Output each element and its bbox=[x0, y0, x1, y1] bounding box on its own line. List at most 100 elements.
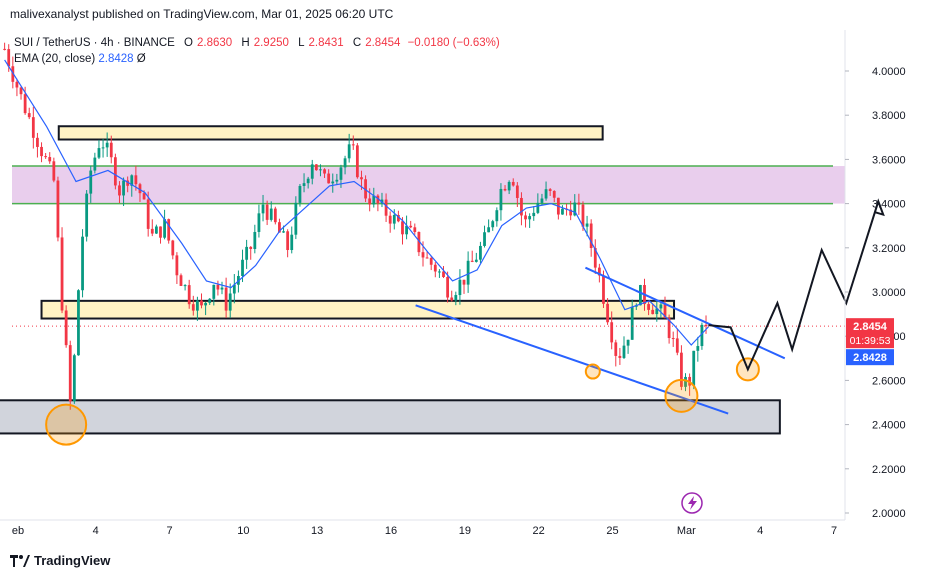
x-tick-label: 16 bbox=[385, 525, 397, 537]
candle-body bbox=[216, 284, 220, 290]
candle-body bbox=[466, 260, 470, 285]
x-tick-label: Mar bbox=[677, 525, 696, 537]
candle-body bbox=[339, 167, 343, 180]
candle-body bbox=[101, 147, 105, 149]
channel-lower-line bbox=[415, 304, 729, 415]
candle-body bbox=[122, 180, 125, 196]
close-value: 2.8454 bbox=[365, 37, 401, 49]
highlight-circle bbox=[584, 363, 601, 380]
candle-body bbox=[138, 184, 142, 194]
high-label: H bbox=[241, 37, 250, 49]
y-tick-label: 4.0000 bbox=[872, 66, 906, 78]
candle-body bbox=[27, 113, 31, 118]
candle-body bbox=[208, 298, 212, 303]
candle-body bbox=[671, 338, 675, 340]
support-box bbox=[0, 399, 781, 435]
candle-body bbox=[483, 232, 486, 246]
candle-body bbox=[323, 169, 326, 174]
candle-body bbox=[532, 212, 536, 217]
candle-body bbox=[474, 259, 478, 262]
candle-body bbox=[204, 302, 207, 306]
candle-body bbox=[405, 225, 408, 235]
candle-body bbox=[163, 219, 166, 238]
x-tick-label: 7 bbox=[166, 525, 172, 537]
candle-body bbox=[515, 185, 519, 198]
symbol-label[interactable]: SUI / TetherUS · 4h · BINANCE bbox=[14, 37, 175, 49]
candle-body bbox=[36, 137, 39, 147]
candle-body bbox=[278, 222, 281, 233]
candle-body bbox=[183, 285, 187, 287]
ema-extra: Ø bbox=[136, 53, 146, 65]
change-value: −0.0180 (−0.63%) bbox=[407, 37, 500, 49]
countdown-tag: 01:39:53 bbox=[850, 335, 891, 347]
y-tick-label: 3.2000 bbox=[872, 243, 906, 255]
candle-body bbox=[3, 48, 7, 50]
candle-body bbox=[552, 190, 556, 198]
candle-body bbox=[93, 157, 97, 171]
candle-body bbox=[659, 304, 663, 309]
candle-body bbox=[470, 260, 474, 262]
candle-body bbox=[179, 275, 183, 286]
candle-body bbox=[52, 161, 56, 181]
ema-layer bbox=[4, 59, 709, 346]
candle-body bbox=[684, 376, 687, 387]
candle-body bbox=[520, 197, 523, 216]
candle-body bbox=[569, 209, 573, 216]
ema-label[interactable]: EMA (20, close) bbox=[14, 53, 96, 65]
x-tick-label: eb bbox=[12, 525, 24, 537]
candle-body bbox=[72, 355, 76, 402]
candle-body bbox=[577, 202, 581, 205]
candle-body bbox=[602, 275, 605, 304]
candle-body bbox=[680, 352, 683, 387]
candle-body bbox=[487, 227, 491, 233]
candle-body bbox=[257, 213, 261, 232]
candle-body bbox=[126, 180, 130, 186]
candle-body bbox=[376, 195, 380, 204]
candle-body bbox=[159, 226, 162, 238]
candle-body bbox=[241, 259, 244, 276]
candle-body bbox=[314, 164, 318, 171]
candle-body bbox=[60, 237, 64, 311]
y-tick-label: 3.8000 bbox=[872, 110, 906, 122]
candle-body bbox=[675, 338, 679, 353]
tradingview-footer[interactable]: TradingView bbox=[10, 553, 110, 568]
candle-body bbox=[273, 208, 277, 223]
y-tick-label: 3.4000 bbox=[872, 199, 906, 211]
candle-body bbox=[109, 142, 113, 158]
candle-body bbox=[7, 49, 11, 67]
candle-body bbox=[544, 189, 548, 199]
resistance-zone bbox=[12, 166, 845, 204]
candle-body bbox=[228, 293, 232, 311]
ema-price-tag: 2.8428 bbox=[853, 352, 887, 364]
candle-body bbox=[327, 173, 331, 184]
candle-body bbox=[597, 267, 601, 276]
candle-body bbox=[667, 318, 671, 339]
candle-body bbox=[401, 221, 404, 235]
candle-body bbox=[118, 185, 121, 196]
x-tick-label: 13 bbox=[311, 525, 323, 537]
x-tick-label: 10 bbox=[237, 525, 249, 537]
candle-body bbox=[85, 193, 89, 237]
lightning-icon[interactable] bbox=[681, 492, 703, 514]
candle-body bbox=[573, 202, 577, 216]
candle-body bbox=[692, 350, 696, 386]
drawings-layer bbox=[12, 198, 885, 514]
candle-body bbox=[429, 258, 433, 265]
candle-body bbox=[499, 188, 503, 211]
candle-body bbox=[630, 306, 634, 340]
candle-body bbox=[261, 204, 265, 214]
candle-body bbox=[40, 146, 43, 157]
candle-body bbox=[310, 164, 314, 179]
close-label: C bbox=[352, 37, 362, 49]
candle-body bbox=[294, 202, 298, 235]
candle-body bbox=[442, 271, 445, 278]
candle-body bbox=[146, 199, 150, 229]
candle-body bbox=[388, 215, 392, 224]
candle-body bbox=[15, 81, 19, 88]
candle-body bbox=[19, 87, 23, 95]
ema-price-tag-bg bbox=[846, 349, 894, 366]
open-value: 2.8630 bbox=[197, 37, 233, 49]
candle-body bbox=[191, 304, 195, 311]
